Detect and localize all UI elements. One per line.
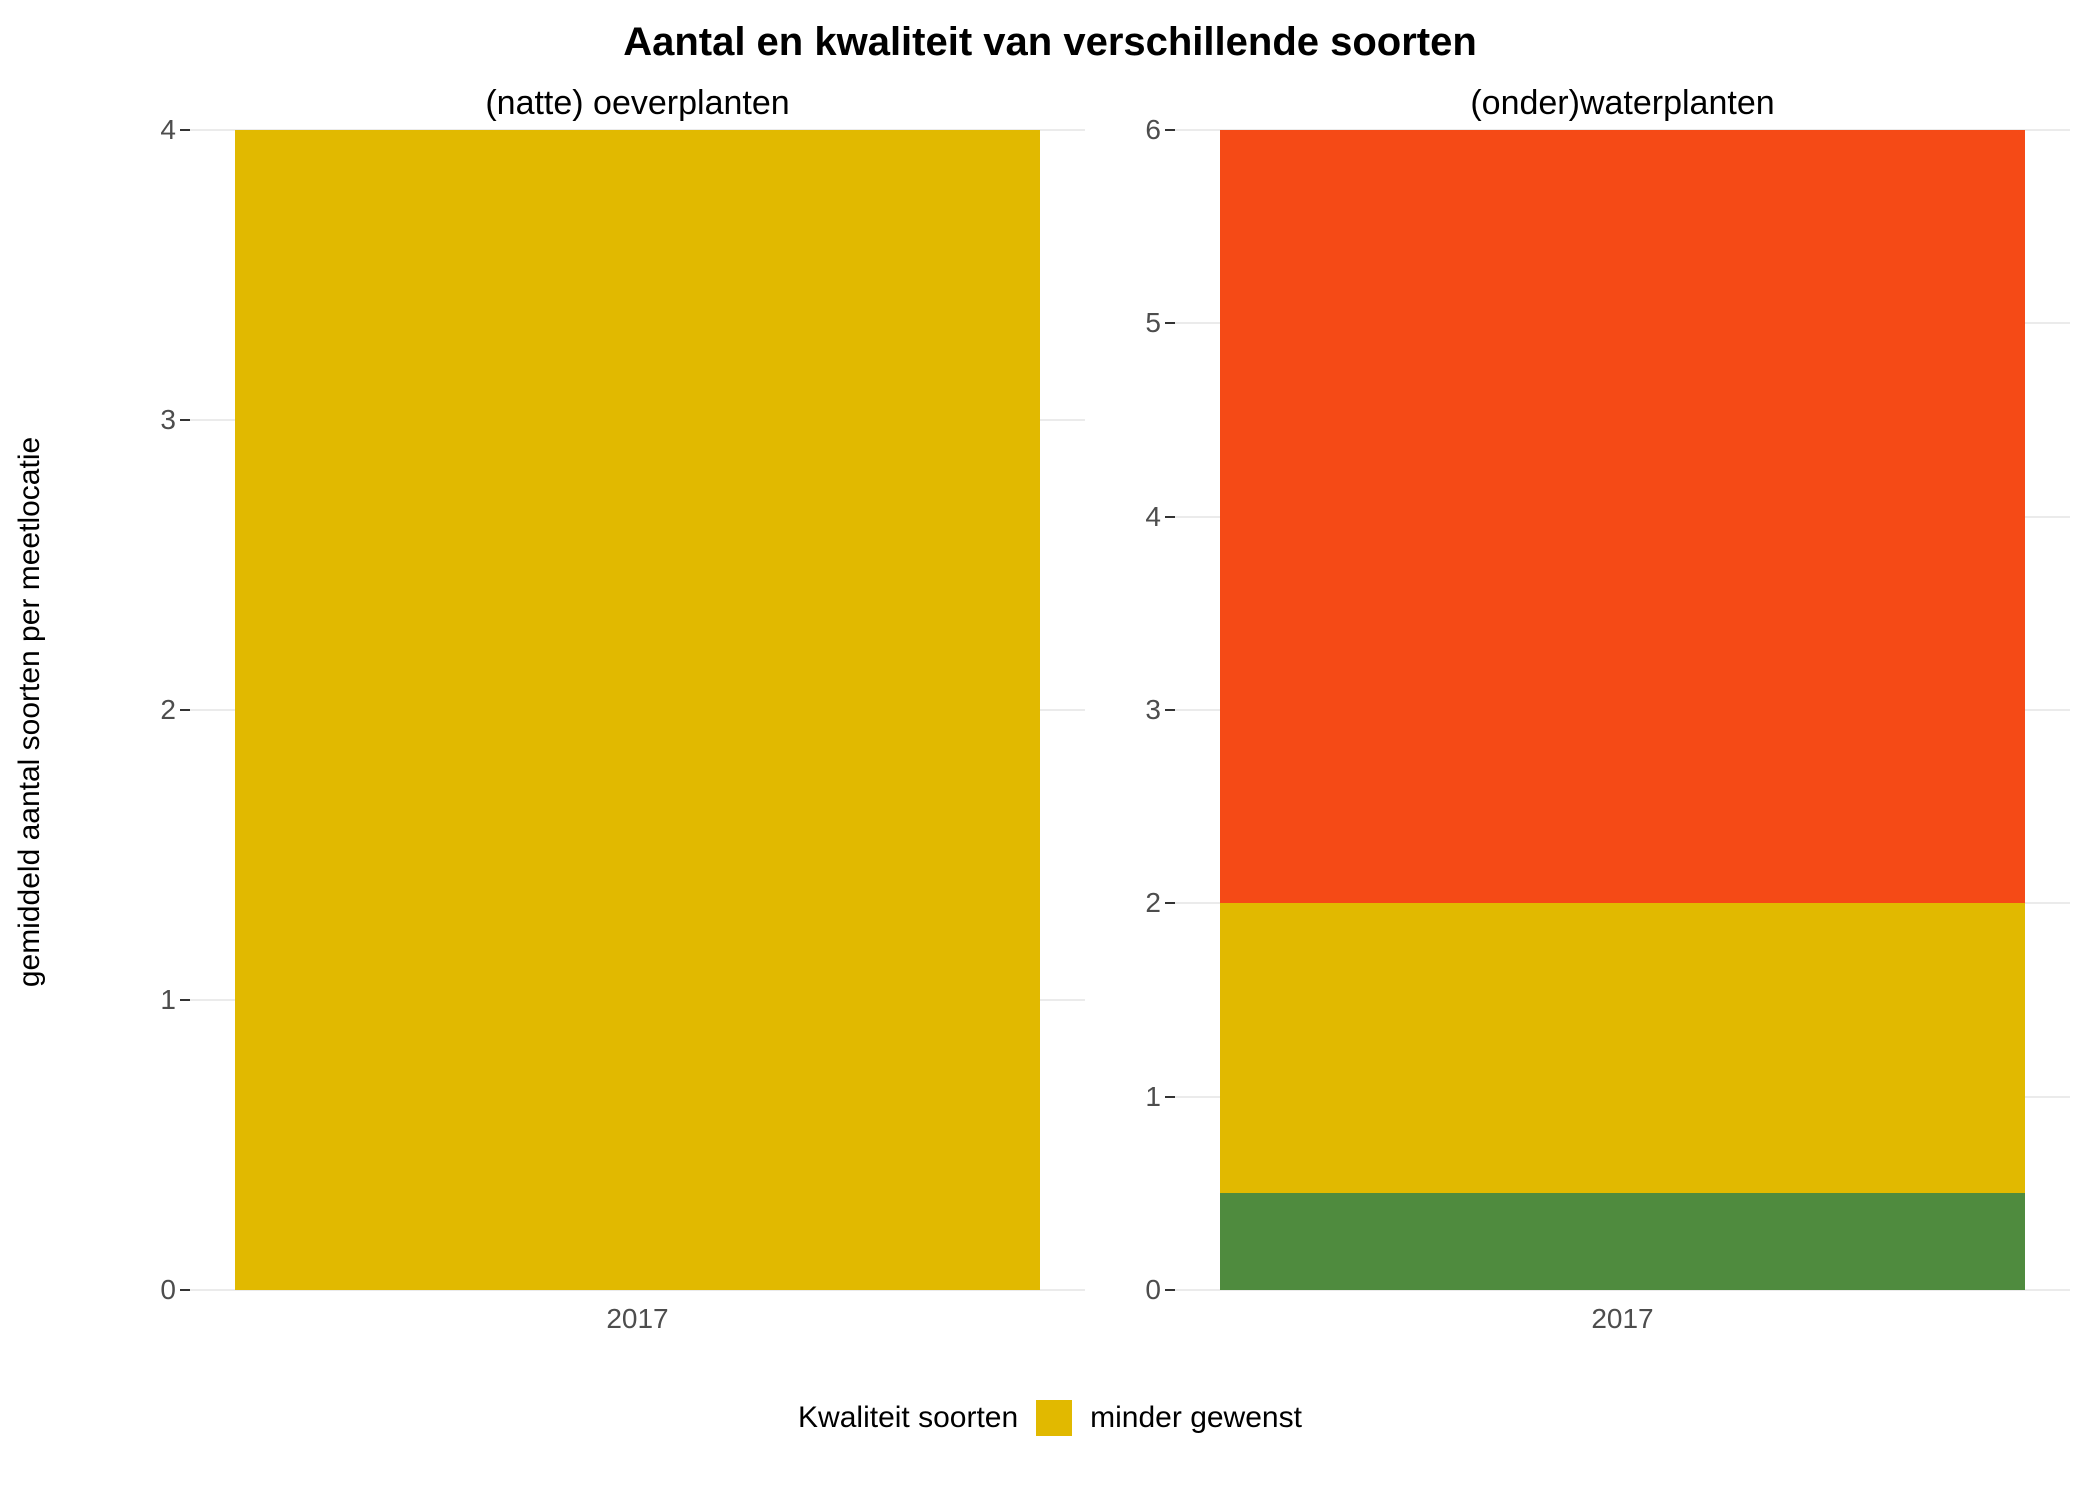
y-tick-mark [1165,902,1175,904]
y-tick-mark [1165,709,1175,711]
chart-panel [1175,130,2070,1290]
y-tick-mark [180,129,190,131]
y-tick-label: 1 [1111,1083,1161,1111]
bar-segment [1220,903,2026,1193]
chart-main-title: Aantal en kwaliteit van verschillende so… [0,20,2100,65]
y-tick-mark [1165,1096,1175,1098]
y-tick-label: 3 [1111,696,1161,724]
y-tick-mark [180,419,190,421]
y-axis-label: gemiddeld aantal soorten per meetlocatie [13,132,47,1292]
y-tick-mark [180,709,190,711]
chart-panel [190,130,1085,1290]
legend-title: Kwaliteit soorten [798,1401,1018,1435]
y-tick-label: 6 [1111,116,1161,144]
y-tick-mark [180,999,190,1001]
y-tick-label: 0 [126,1276,176,1304]
chart-figure: Aantal en kwaliteit van verschillende so… [0,0,2100,1500]
chart-legend: Kwaliteit soorten minder gewenst [0,1400,2100,1436]
legend-swatch [1036,1400,1072,1436]
y-tick-label: 5 [1111,309,1161,337]
y-tick-label: 4 [1111,503,1161,531]
bar-segment [235,130,1041,1290]
y-tick-label: 2 [126,696,176,724]
y-tick-mark [1165,129,1175,131]
y-tick-label: 0 [1111,1276,1161,1304]
y-tick-mark [180,1289,190,1291]
y-tick-label: 4 [126,116,176,144]
x-tick-label: 2017 [1175,1305,2070,1333]
y-tick-label: 2 [1111,889,1161,917]
y-tick-mark [1165,322,1175,324]
y-tick-label: 1 [126,986,176,1014]
facet-title: (natte) oeverplanten [190,84,1085,123]
legend-label: minder gewenst [1090,1401,1302,1435]
x-tick-label: 2017 [190,1305,1085,1333]
bar-segment [1220,1193,2026,1290]
bar-segment [1220,130,2026,903]
facet-title: (onder)waterplanten [1175,84,2070,123]
y-tick-mark [1165,1289,1175,1291]
y-tick-mark [1165,516,1175,518]
y-tick-label: 3 [126,406,176,434]
